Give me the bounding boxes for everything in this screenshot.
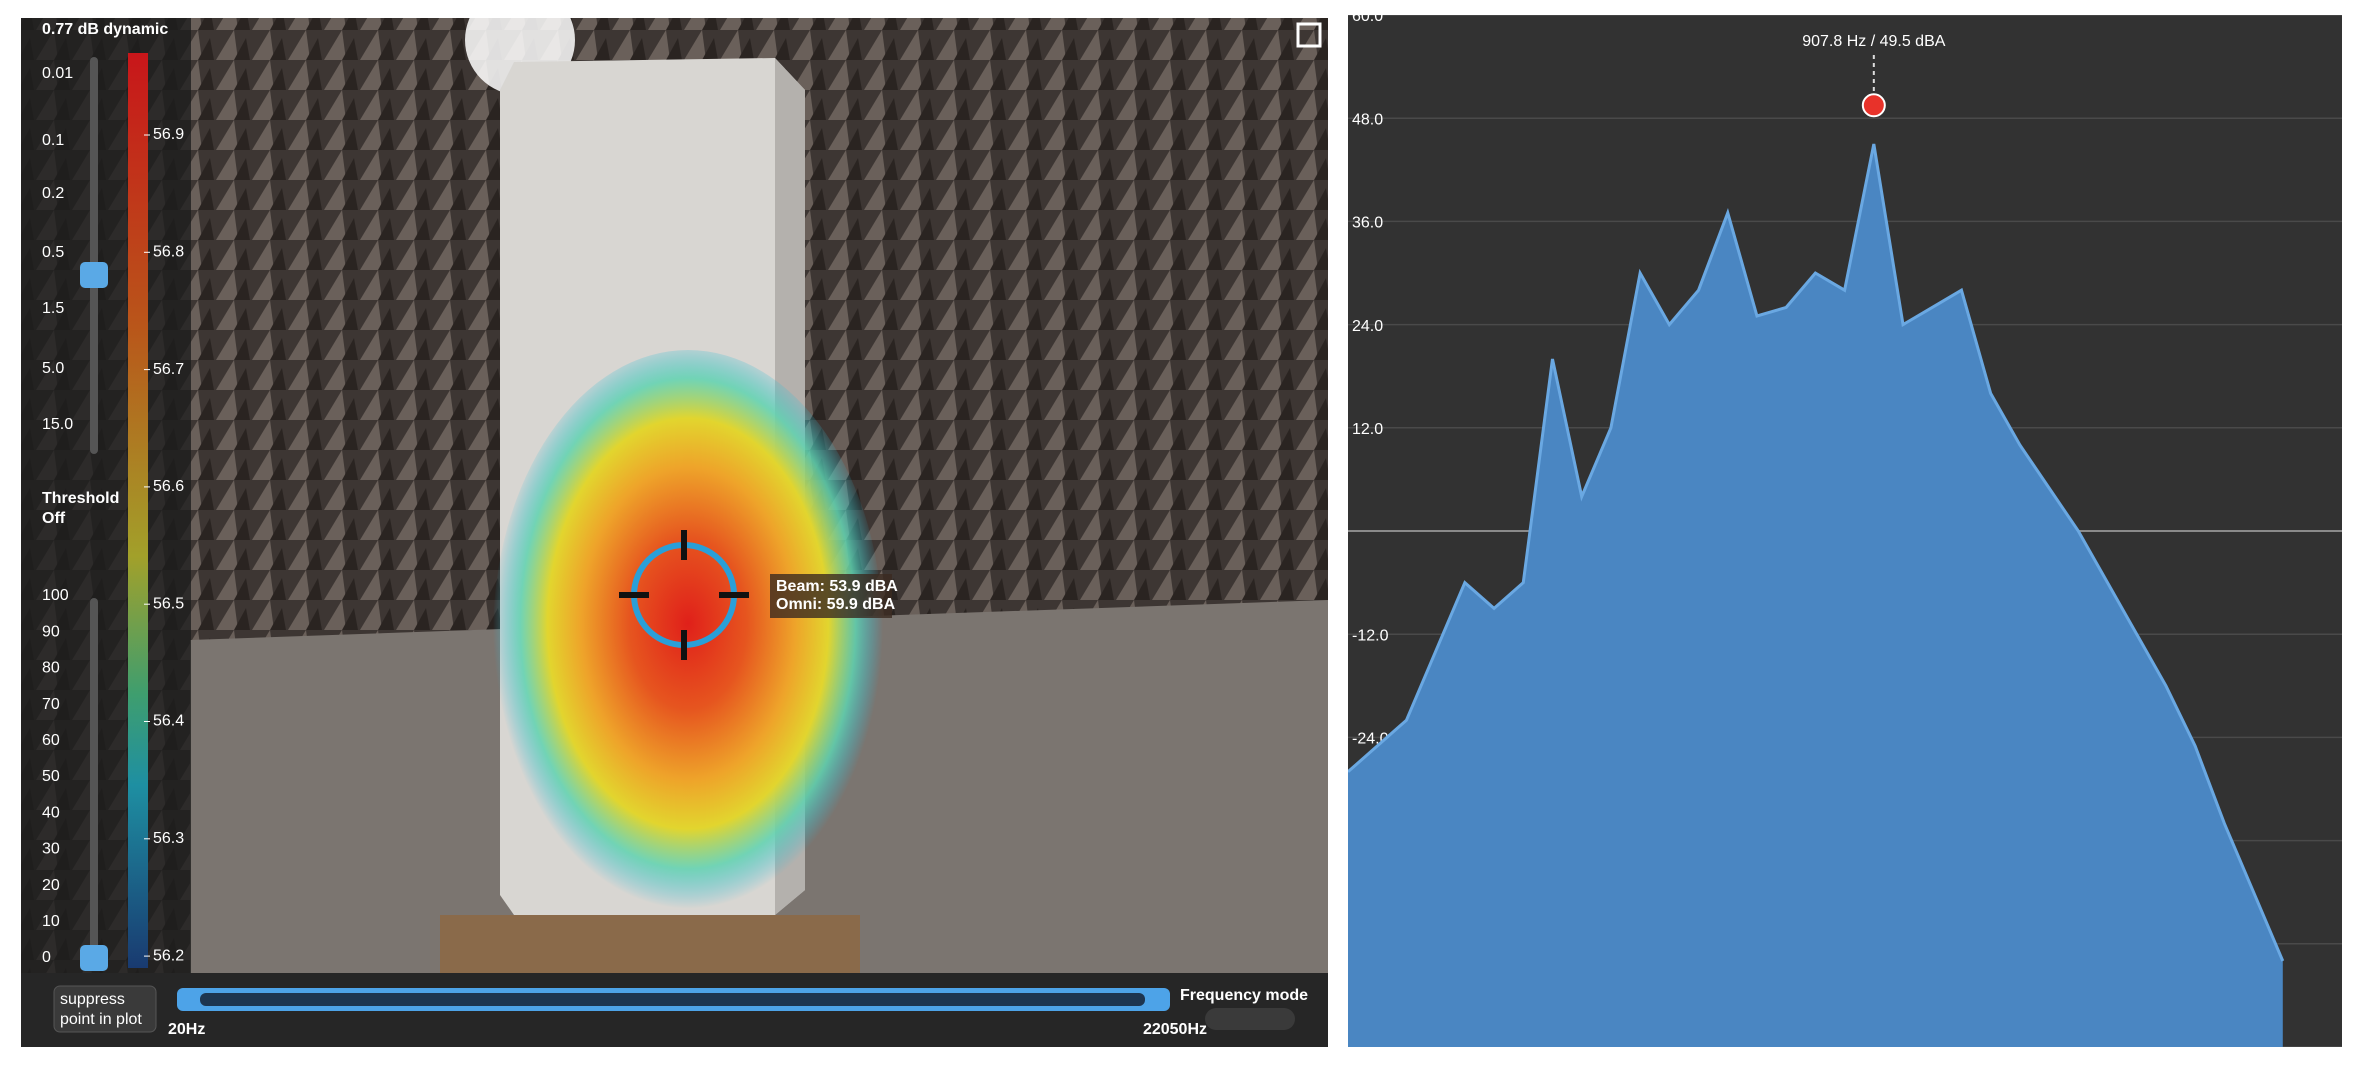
threshold-slider-track[interactable] <box>90 598 98 968</box>
dynamic-label: 0.77 dB dynamic <box>42 21 168 38</box>
dynamic-tick-label: 0.1 <box>42 132 64 149</box>
dynamic-tick-label: 15.0 <box>42 416 73 433</box>
threshold-tick-label: 100 <box>42 587 69 604</box>
spectrum-panel: 60.048.036.024.012.0-12.0-24.0-36.0-48.0… <box>1348 8 2342 1047</box>
dynamic-tick-label: 1.5 <box>42 300 64 317</box>
colorbar-label: 56.8 <box>153 244 184 261</box>
dynamic-tick-label: 5.0 <box>42 360 64 377</box>
colorbar-label: 56.5 <box>153 595 184 612</box>
sidebar <box>21 18 191 973</box>
threshold-tick-label: 50 <box>42 768 60 785</box>
spectrum-line <box>1348 143 2285 962</box>
colorbar-label: 56.4 <box>153 713 184 730</box>
suppress-label: point in plot <box>60 1011 142 1028</box>
threshold-tick-label: 10 <box>42 913 60 930</box>
threshold-slider-thumb[interactable] <box>80 945 108 971</box>
threshold-tick-label: 80 <box>42 660 60 677</box>
threshold-tick-label: 30 <box>42 841 60 858</box>
frequency-max: 22050Hz <box>1143 1021 1207 1038</box>
peak-label: 907.8 Hz / 49.5 dBA <box>1802 33 1946 50</box>
readout-box <box>770 574 892 618</box>
frequency-min: 20Hz <box>168 1021 205 1038</box>
dynamic-tick-label: 0.2 <box>42 185 64 202</box>
y-tick-label: -12.0 <box>1352 627 1389 644</box>
threshold-tick-label: 90 <box>42 623 60 640</box>
y-tick-label: 12.0 <box>1352 421 1383 438</box>
y-tick-label: 24.0 <box>1352 318 1383 335</box>
suppress-label: suppress <box>60 991 125 1008</box>
y-tick-label: 36.0 <box>1352 215 1383 232</box>
spectrum-area <box>1348 144 2283 1047</box>
colorbar-label: 56.6 <box>153 478 184 495</box>
colorbar-label: 56.2 <box>153 947 184 964</box>
colorbar-label: 56.7 <box>153 361 184 378</box>
dynamic-slider-thumb[interactable] <box>80 262 108 288</box>
colorbar-label: 56.3 <box>153 830 184 847</box>
peak-marker <box>1861 93 1886 118</box>
threshold-tick-label: 70 <box>42 696 60 713</box>
y-tick-label: 60.0 <box>1352 8 1383 25</box>
threshold-tick-label: 40 <box>42 804 60 821</box>
colorbar-label: 56.9 <box>153 126 184 143</box>
frequency-range-fill <box>200 993 1145 1006</box>
pallet <box>440 915 860 975</box>
threshold-tick-label: 20 <box>42 877 60 894</box>
threshold-label: Threshold <box>42 490 119 507</box>
camera-view: Beam: 53.9 dBA Omni: 59.9 dBA 0.77 dB dy… <box>21 18 1328 1047</box>
frequency-mode-label: Frequency mode <box>1180 987 1308 1004</box>
heatmap <box>493 350 883 920</box>
suppress-button[interactable] <box>53 985 157 1033</box>
dynamic-tick-label: 0.5 <box>42 244 64 261</box>
y-tick-label: 48.0 <box>1352 111 1383 128</box>
fullscreen-button[interactable] <box>1296 22 1322 48</box>
dynamic-slider-track[interactable] <box>90 57 98 454</box>
colorbar <box>128 53 148 968</box>
crosshair <box>619 530 749 660</box>
frequency-mode-toggle[interactable] <box>1205 1008 1295 1030</box>
threshold-tick-label: 0 <box>42 949 51 966</box>
threshold-tick-label: 60 <box>42 732 60 749</box>
beam-readout: Beam: 53.9 dBA <box>776 578 898 595</box>
omni-readout: Omni: 59.9 dBA <box>776 596 896 613</box>
dynamic-tick-label: 0.01 <box>42 65 73 82</box>
threshold-state: Off <box>42 510 66 527</box>
